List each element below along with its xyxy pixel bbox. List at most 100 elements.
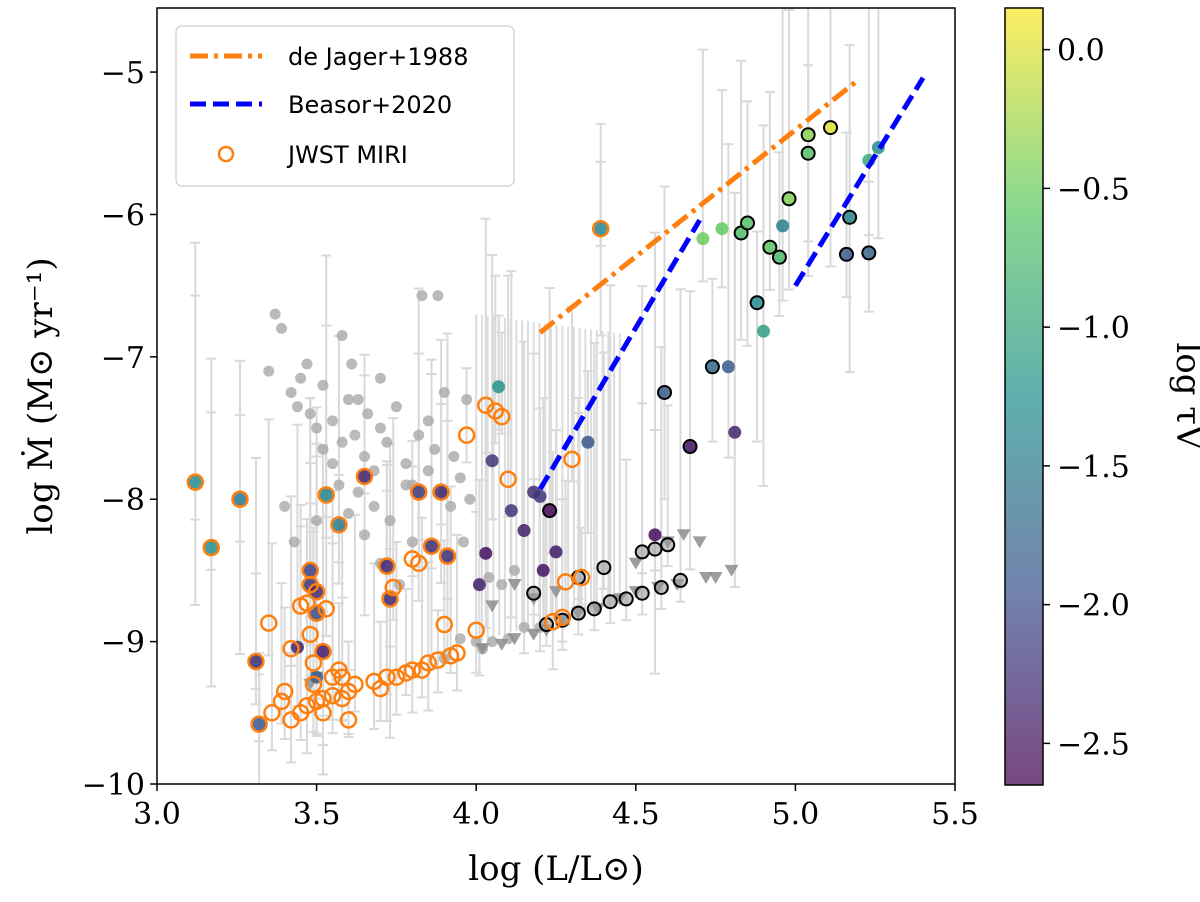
upper-limit-triangle [549,586,563,599]
jwst-miri-circle [553,608,572,627]
colored-point [657,384,673,400]
y-axis-label: log Ṁ (M⊙ yr⁻¹) [21,257,61,534]
colored-point [434,485,448,499]
jwst-miri-circle [301,625,319,644]
colored-point [188,475,202,489]
black-open-circle [634,585,650,601]
gray-point [269,308,281,320]
gray-point [448,451,460,463]
gray-point [336,436,348,448]
jwst-miri-circle [572,568,591,587]
jwst-miri-circle [307,604,326,622]
jwst-miri-circle [563,450,581,469]
gray-point [317,379,329,391]
gray-point [311,422,323,434]
upper-limit-triangle [708,571,723,584]
colored-point [704,359,720,375]
colored-point [472,578,486,592]
jwst-miri-circle [387,668,406,686]
colored-detection-points [188,120,885,731]
jwst-miri-circle [499,470,517,489]
black-open-circle [618,591,634,607]
legend-dejager-label: de Jager+1988 [288,43,468,71]
black-open-circle [660,537,676,553]
colored-point [800,145,816,161]
gray-point [285,386,297,398]
jwst-miri-circle [544,612,562,631]
colored-point [594,222,608,236]
legend-box [175,25,515,187]
black-open-circle [526,585,542,601]
jwst-miri-circle [591,219,610,238]
gray-point [352,394,364,406]
x-axis-label: log (L/L⊙) [468,849,644,889]
gray-point [275,322,287,334]
jwst-miri-circle [275,682,294,701]
upper-limit-triangle [676,529,691,542]
jwst-miri-circle [438,547,457,565]
gray-point [368,500,380,512]
upper-limit-triangle [692,536,707,549]
gray-point [343,507,355,519]
upper-limit-triangle [724,564,739,577]
jwst-miri-circle [314,642,332,661]
upper-limit-triangle [699,571,714,584]
jwst-miri-circle [202,538,221,557]
jwst-miri-circle [419,654,438,672]
colored-point [233,492,247,506]
gray-point [343,394,355,406]
upper-limit-triangle [507,579,522,591]
jwst-miri-circle [186,473,205,491]
upper-limit-triangle [507,633,522,646]
gray-point [279,500,291,512]
gray-point [288,536,300,548]
y-tick-label: −5 [101,56,145,91]
colored-point [762,239,778,255]
legend-jwst-marker [217,145,235,163]
jwst-miri-circle [231,490,249,508]
colored-point [504,504,518,518]
gray-point [358,451,370,463]
gray-point [358,529,370,541]
jwst-miri-circle [467,621,485,639]
jwst-miri-circle [381,590,399,608]
jwst-miri-circle [457,426,476,444]
y-tick-label: −8 [101,483,145,518]
gray-point [422,415,434,427]
colored-point [319,488,333,502]
gray-point [311,515,323,527]
gray-point [374,372,386,384]
jwst-miri-circle [432,483,450,501]
y-tick-label: −9 [101,626,145,661]
colorbar: 0.0 −0.5 −1.0 −1.5 −2.0 −2.5 log τV [1004,7,1200,786]
jwst-miri-circle [378,557,396,575]
black-open-circle [672,572,688,588]
black-open-circle [647,541,663,557]
y-tick-label: −6 [101,198,145,233]
jwst-miri-circle [409,483,428,501]
gray-point [327,415,339,427]
colored-point [823,120,839,136]
colored-point [696,232,710,246]
colored-point [533,489,547,503]
gray-point [496,579,508,591]
black-open-circle [596,560,612,576]
gray-point [336,329,348,341]
x-tick-label: 5.5 [931,797,979,832]
gray-point [422,465,434,477]
jwst-miri-circle [247,652,265,671]
jwst-miri-circle [384,578,402,597]
beasor-line [537,218,702,491]
upper-limit-triangle [526,628,541,641]
jwst-miri-circle [378,668,396,686]
gray-point [464,493,476,505]
colored-point [781,191,797,207]
colored-point [728,425,742,439]
jwst-miri-circle [263,704,281,722]
colorbar-tick-label: −2.5 [1057,727,1130,762]
jwst-miri-circle [323,668,342,686]
colored-point [425,539,439,553]
y-tick-label: −10 [82,768,145,803]
black-open-circle [570,605,586,621]
